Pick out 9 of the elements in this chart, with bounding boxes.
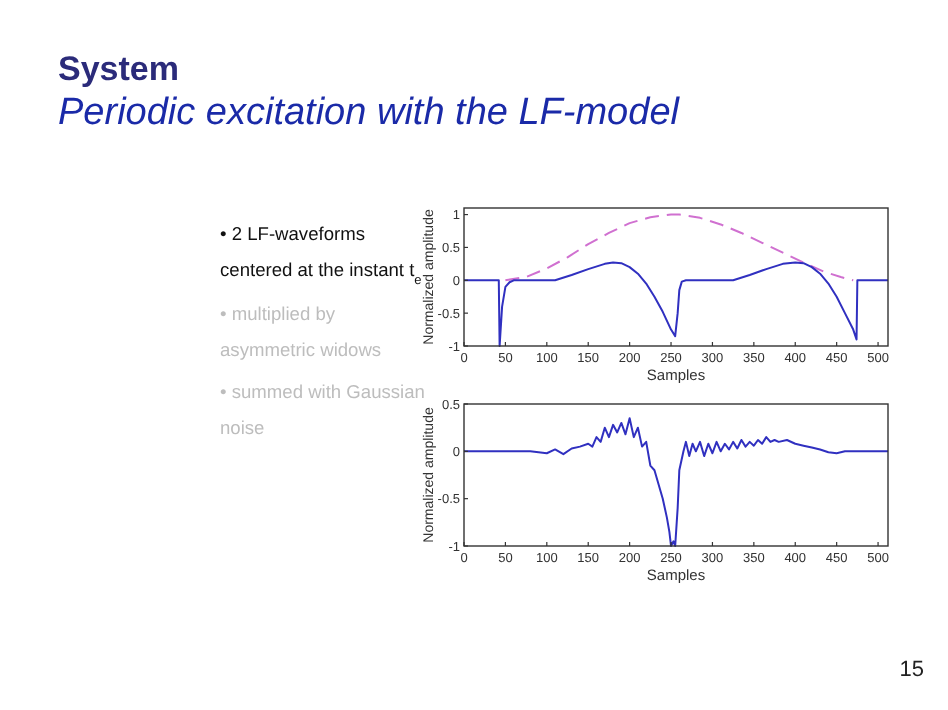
- text: • 2 LF-waveforms centered at the instant t$_{e}$: [220, 224, 423, 287]
- text: 15: [899, 658, 924, 682]
- text: System: [58, 50, 179, 88]
- line-series: [464, 417, 888, 547]
- text: • multiplied by asymmetric widows: [220, 304, 382, 360]
- line-series: [464, 261, 888, 347]
- text: • summed with Gaussian noise: [220, 382, 425, 438]
- text: Periodic excitation with the LF-model: [58, 92, 681, 134]
- line-series: [504, 213, 855, 282]
